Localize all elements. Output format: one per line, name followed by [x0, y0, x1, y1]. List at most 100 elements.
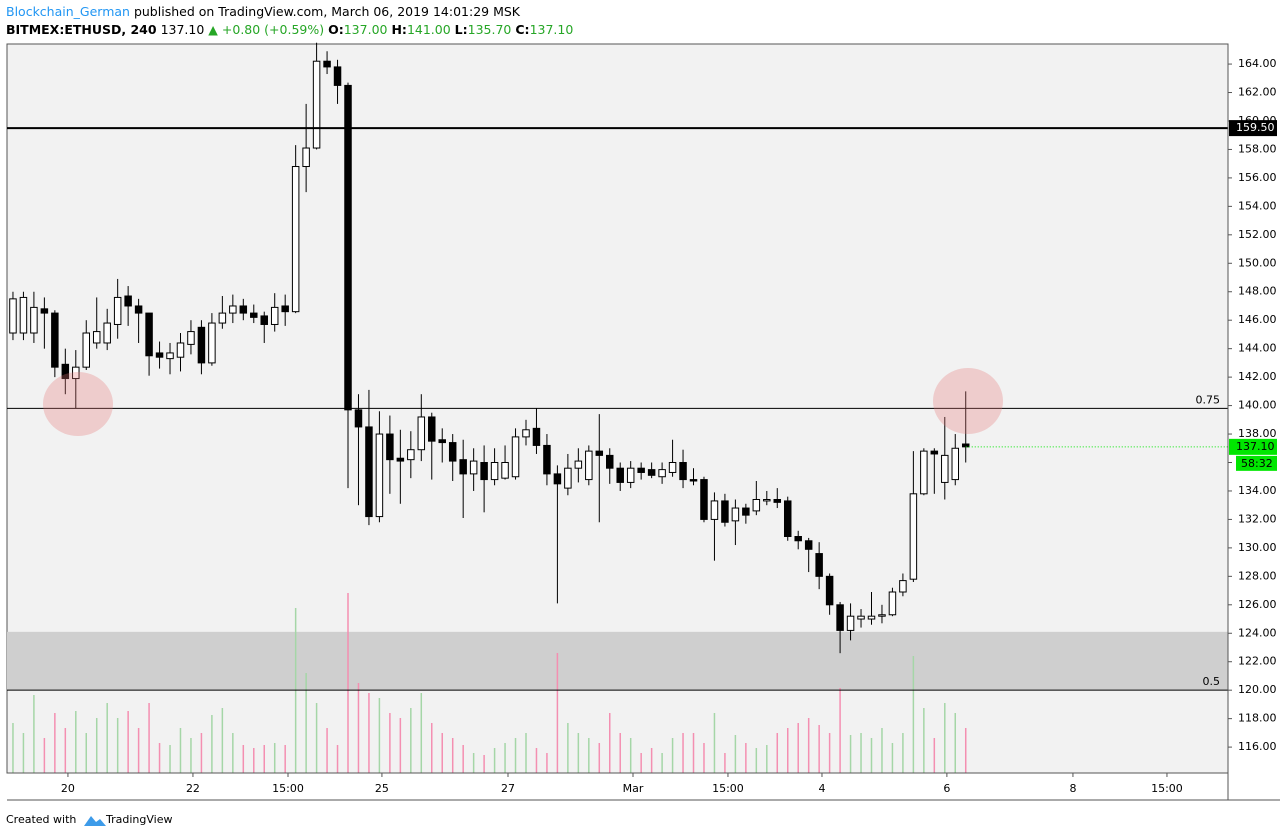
candle-body	[260, 315, 268, 325]
y-tick-label: 158.00	[1238, 142, 1277, 155]
candle-body	[553, 473, 562, 485]
candle-body	[187, 331, 195, 345]
candle-body	[888, 591, 897, 616]
y-tick-label: 126.00	[1238, 598, 1277, 611]
candle-body	[511, 436, 520, 478]
candle-body	[543, 444, 551, 475]
candle-body	[92, 331, 101, 344]
level-label: 0.75	[1196, 393, 1221, 406]
candle-body	[763, 499, 771, 502]
candle-body	[742, 507, 750, 516]
footer-text: Created with	[6, 813, 76, 826]
x-tick-label: 6	[943, 782, 950, 795]
candle-body	[51, 312, 59, 368]
footer: Created with TradingView	[6, 813, 172, 826]
header-line-1: Blockchain_German published on TradingVi…	[6, 4, 521, 19]
zone	[7, 631, 1228, 691]
candle-body	[595, 450, 604, 456]
last-price-label: 137.10	[1236, 440, 1275, 453]
candle-body	[197, 326, 206, 364]
candle-body	[428, 416, 436, 442]
candle-body	[9, 298, 17, 334]
logo	[84, 816, 106, 826]
highlight-circle	[43, 372, 113, 436]
last-price-box	[1229, 438, 1277, 455]
candle-body	[291, 166, 300, 313]
y-tick-label: 142.00	[1238, 370, 1277, 383]
y-tick-label: 124.00	[1238, 626, 1277, 639]
candle-body	[899, 580, 907, 593]
price-label-box	[1229, 120, 1277, 137]
footer-brand[interactable]: TradingView	[105, 813, 172, 826]
candle-body	[815, 553, 823, 577]
y-tick-label: 162.00	[1238, 86, 1277, 99]
arrow: ▲	[208, 22, 218, 37]
candle-body	[417, 416, 426, 451]
y-tick-label: 120.00	[1238, 683, 1277, 696]
candle-body	[323, 60, 331, 68]
y-tick-label: 156.00	[1238, 171, 1277, 184]
candle-body	[637, 467, 645, 473]
candle-body	[40, 308, 49, 314]
candle-body	[532, 427, 541, 446]
candle-body	[365, 426, 373, 518]
candle-body	[794, 535, 802, 542]
symbol: BITMEX:ETHUSD, 240	[6, 22, 157, 37]
candle-body	[941, 454, 949, 483]
countdown-box	[1236, 455, 1277, 471]
candle-body	[501, 462, 509, 479]
candle-body	[134, 305, 143, 314]
y-tick-label: 164.00	[1238, 57, 1277, 70]
candle-body	[113, 296, 122, 325]
y-tick-label: 154.00	[1238, 199, 1277, 212]
candle-body	[930, 450, 939, 455]
x-tick-label: Mar	[623, 782, 644, 795]
y-tick-label: 132.00	[1238, 512, 1277, 525]
candle-body	[490, 462, 499, 481]
candle-body	[344, 84, 352, 411]
candle-body	[19, 296, 28, 334]
y-tick-label: 146.00	[1238, 313, 1277, 326]
candle-body	[616, 467, 624, 483]
candle-body	[700, 479, 708, 520]
y-tick-label: 148.00	[1238, 285, 1277, 298]
candle-body	[585, 450, 593, 481]
candle-body	[375, 433, 384, 518]
candle-body	[689, 479, 698, 482]
candle-body	[846, 615, 855, 631]
candle-body	[82, 332, 91, 368]
y-tick-label: 118.00	[1238, 712, 1277, 725]
candle-body	[752, 499, 761, 512]
candle-body	[647, 469, 656, 476]
y-tick-label: 116.00	[1238, 740, 1277, 753]
candle-body	[270, 306, 279, 325]
candle-body	[731, 507, 740, 522]
candle-body	[773, 499, 782, 503]
x-tick-label: 4	[818, 782, 825, 795]
candle-body	[459, 459, 467, 475]
candle-body	[407, 449, 415, 461]
y-tick-label: 134.00	[1238, 484, 1277, 497]
x-tick-label: 15:00	[712, 782, 744, 795]
candle-body	[710, 500, 719, 520]
candle-body	[386, 433, 394, 461]
highlight-circle	[933, 368, 1003, 434]
y-tick-label: 128.00	[1238, 569, 1277, 582]
y-tick-label: 152.00	[1238, 228, 1277, 241]
y-tick-label: 144.00	[1238, 342, 1277, 355]
y-tick-label: 130.00	[1238, 541, 1277, 554]
candle-body	[626, 467, 635, 483]
candle-body	[606, 454, 614, 469]
candle-body	[668, 462, 677, 473]
ohlc-value: 137.10	[530, 22, 574, 37]
candle-body	[166, 352, 174, 360]
author[interactable]: Blockchain_German	[6, 4, 130, 19]
candle-body	[250, 312, 258, 318]
candle-body	[438, 439, 446, 444]
candle-body	[564, 467, 572, 489]
ohlc-value: 141.00	[407, 22, 451, 37]
ohlc-value: 135.70	[468, 22, 512, 37]
x-tick-label: 27	[501, 782, 515, 795]
published: published on TradingView.com, March 06, …	[134, 4, 521, 19]
candle-body	[522, 429, 530, 438]
